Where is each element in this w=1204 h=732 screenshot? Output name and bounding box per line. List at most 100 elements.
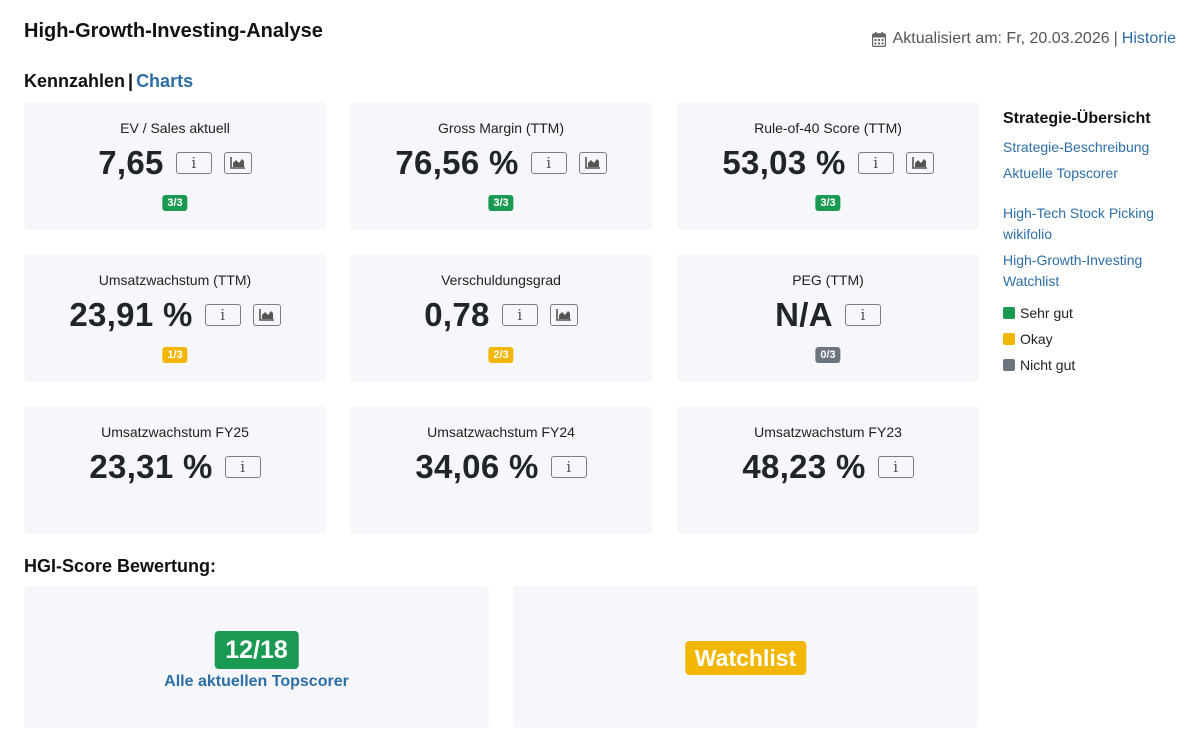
wikifolio-link-line1: High-Tech Stock Picking [1003,205,1154,221]
rating-badge: 3/3 [162,195,188,211]
info-button[interactable]: i [877,456,914,478]
info-button[interactable]: i [204,304,241,326]
chart-icon [584,157,600,169]
info-button[interactable]: i [224,456,261,478]
metric-value-row: 48,23 % i [677,448,979,486]
metric-label: Umsatzwachstum FY24 [427,424,575,440]
wikifolio-link[interactable]: High-Tech Stock Picking wikifolio [1003,203,1193,245]
strategy-description-link[interactable]: Strategie-Beschreibung [1003,139,1150,155]
info-icon: i [873,154,878,172]
update-info: Aktualisiert am: Fr, 20.03.2026 | Histor… [871,30,1176,48]
chart-icon [229,157,245,169]
info-button[interactable]: i [844,304,881,326]
legend-item: Sehr gut [1003,300,1193,326]
legend: Sehr gut Okay Nicht gut [1003,300,1193,378]
metric-value: 53,03 % [722,144,846,181]
chart-button[interactable] [578,152,607,174]
metric-value-row: N/A i [677,296,979,334]
separator: | [128,71,134,91]
metric-label: Umsatzwachstum (TTM) [98,272,252,288]
metric-value: 23,31 % [89,448,213,485]
metric-value: 34,06 % [415,448,539,485]
metric-card: Rule-of-40 Score (TTM) 53,03 % i 3/3 [677,102,979,230]
metric-value-row: 34,06 % i [350,448,652,486]
metric-card: Umsatzwachstum FY23 48,23 % i [677,406,979,534]
metric-label: Rule-of-40 Score (TTM) [754,120,902,136]
section-header: Kennzahlen | Charts [24,71,193,92]
metric-label: Umsatzwachstum FY25 [101,424,249,440]
metric-value-row: 76,56 % i [350,144,652,182]
watchlist-link-line2: Watchlist [1003,273,1060,289]
chart-button[interactable] [252,304,281,326]
metric-value-row: 23,31 % i [24,448,326,486]
info-icon: i [860,306,866,324]
info-icon: i [546,154,551,172]
info-button[interactable]: i [857,152,894,174]
metric-card: Umsatzwachstum FY25 23,31 % i [24,406,326,534]
metric-label: Gross Margin (TTM) [438,120,564,136]
page-title: High-Growth-Investing-Analyse [24,20,323,42]
chart-icon [911,157,927,169]
metric-card: EV / Sales aktuell 7,65 i 3/3 [24,102,326,230]
chart-button[interactable] [223,152,252,174]
hgi-score-heading: HGI-Score Bewertung: [24,556,217,576]
hgi-score-badge: 12/18 [214,631,299,669]
chart-button[interactable] [549,304,578,326]
history-link[interactable]: Historie [1121,30,1176,47]
metric-value: 76,56 % [395,144,519,181]
rating-badge: 3/3 [815,195,841,211]
sidebar: Strategie-Übersicht Strategie-Beschreibu… [1003,110,1193,378]
info-button[interactable]: i [501,304,538,326]
metric-value: 7,65 [98,144,164,181]
rating-badge: 3/3 [488,195,514,211]
metric-value-row: 23,91 % i [24,296,326,334]
metric-card: Gross Margin (TTM) 76,56 % i 3/3 [350,102,652,230]
charts-link[interactable]: Charts [136,71,194,91]
metric-value: 23,91 % [69,296,193,333]
watchlist-status-badge: Watchlist [684,641,807,675]
info-button[interactable]: i [550,456,587,478]
current-topscorer-link[interactable]: Aktuelle Topscorer [1003,165,1118,181]
separator: | [1113,30,1118,47]
metric-label: Verschuldungsgrad [441,272,561,288]
legend-label: Sehr gut [1020,305,1073,321]
rating-badge: 0/3 [815,347,841,363]
hgi-score-card: 12/18 Alle aktuellen Topscorer [24,586,489,728]
legend-swatch-bad [1003,359,1015,371]
metric-card: PEG (TTM) N/A i 0/3 [677,254,979,382]
all-topscorer-link[interactable]: Alle aktuellen Topscorer [164,673,349,690]
metric-card: Umsatzwachstum (TTM) 23,91 % i 1/3 [24,254,326,382]
info-icon: i [220,306,225,324]
info-icon: i [191,154,197,172]
info-button[interactable]: i [175,152,212,174]
metric-value-row: 7,65 i [24,144,326,182]
legend-swatch-good [1003,307,1015,319]
metric-value-row: 0,78 i [350,296,652,334]
legend-item: Nicht gut [1003,352,1193,378]
rating-badge: 2/3 [488,347,514,363]
metric-label: EV / Sales aktuell [120,120,230,136]
metric-label: PEG (TTM) [792,272,864,288]
rating-badge: 1/3 [162,347,188,363]
metric-card: Umsatzwachstum FY24 34,06 % i [350,406,652,534]
metric-value: 0,78 [424,296,490,333]
metric-value: 48,23 % [742,448,866,485]
metric-value-row: 53,03 % i [677,144,979,182]
calendar-icon [871,31,886,47]
info-icon: i [893,458,898,476]
info-button[interactable]: i [530,152,567,174]
sidebar-title: Strategie-Übersicht [1003,110,1151,127]
info-icon: i [566,458,571,476]
legend-label: Nicht gut [1020,357,1076,373]
chart-icon [555,309,571,321]
chart-icon [258,309,274,321]
metric-value: N/A [775,296,833,333]
updated-label: Aktualisiert am: Fr, 20.03.2026 [892,30,1110,47]
legend-item: Okay [1003,326,1193,352]
legend-swatch-okay [1003,333,1015,345]
watchlist-link[interactable]: High-Growth-Investing Watchlist [1003,250,1193,292]
legend-label: Okay [1020,331,1053,347]
watchlist-link-line1: High-Growth-Investing [1003,252,1143,268]
wikifolio-link-line2: wikifolio [1003,226,1053,242]
chart-button[interactable] [905,152,934,174]
